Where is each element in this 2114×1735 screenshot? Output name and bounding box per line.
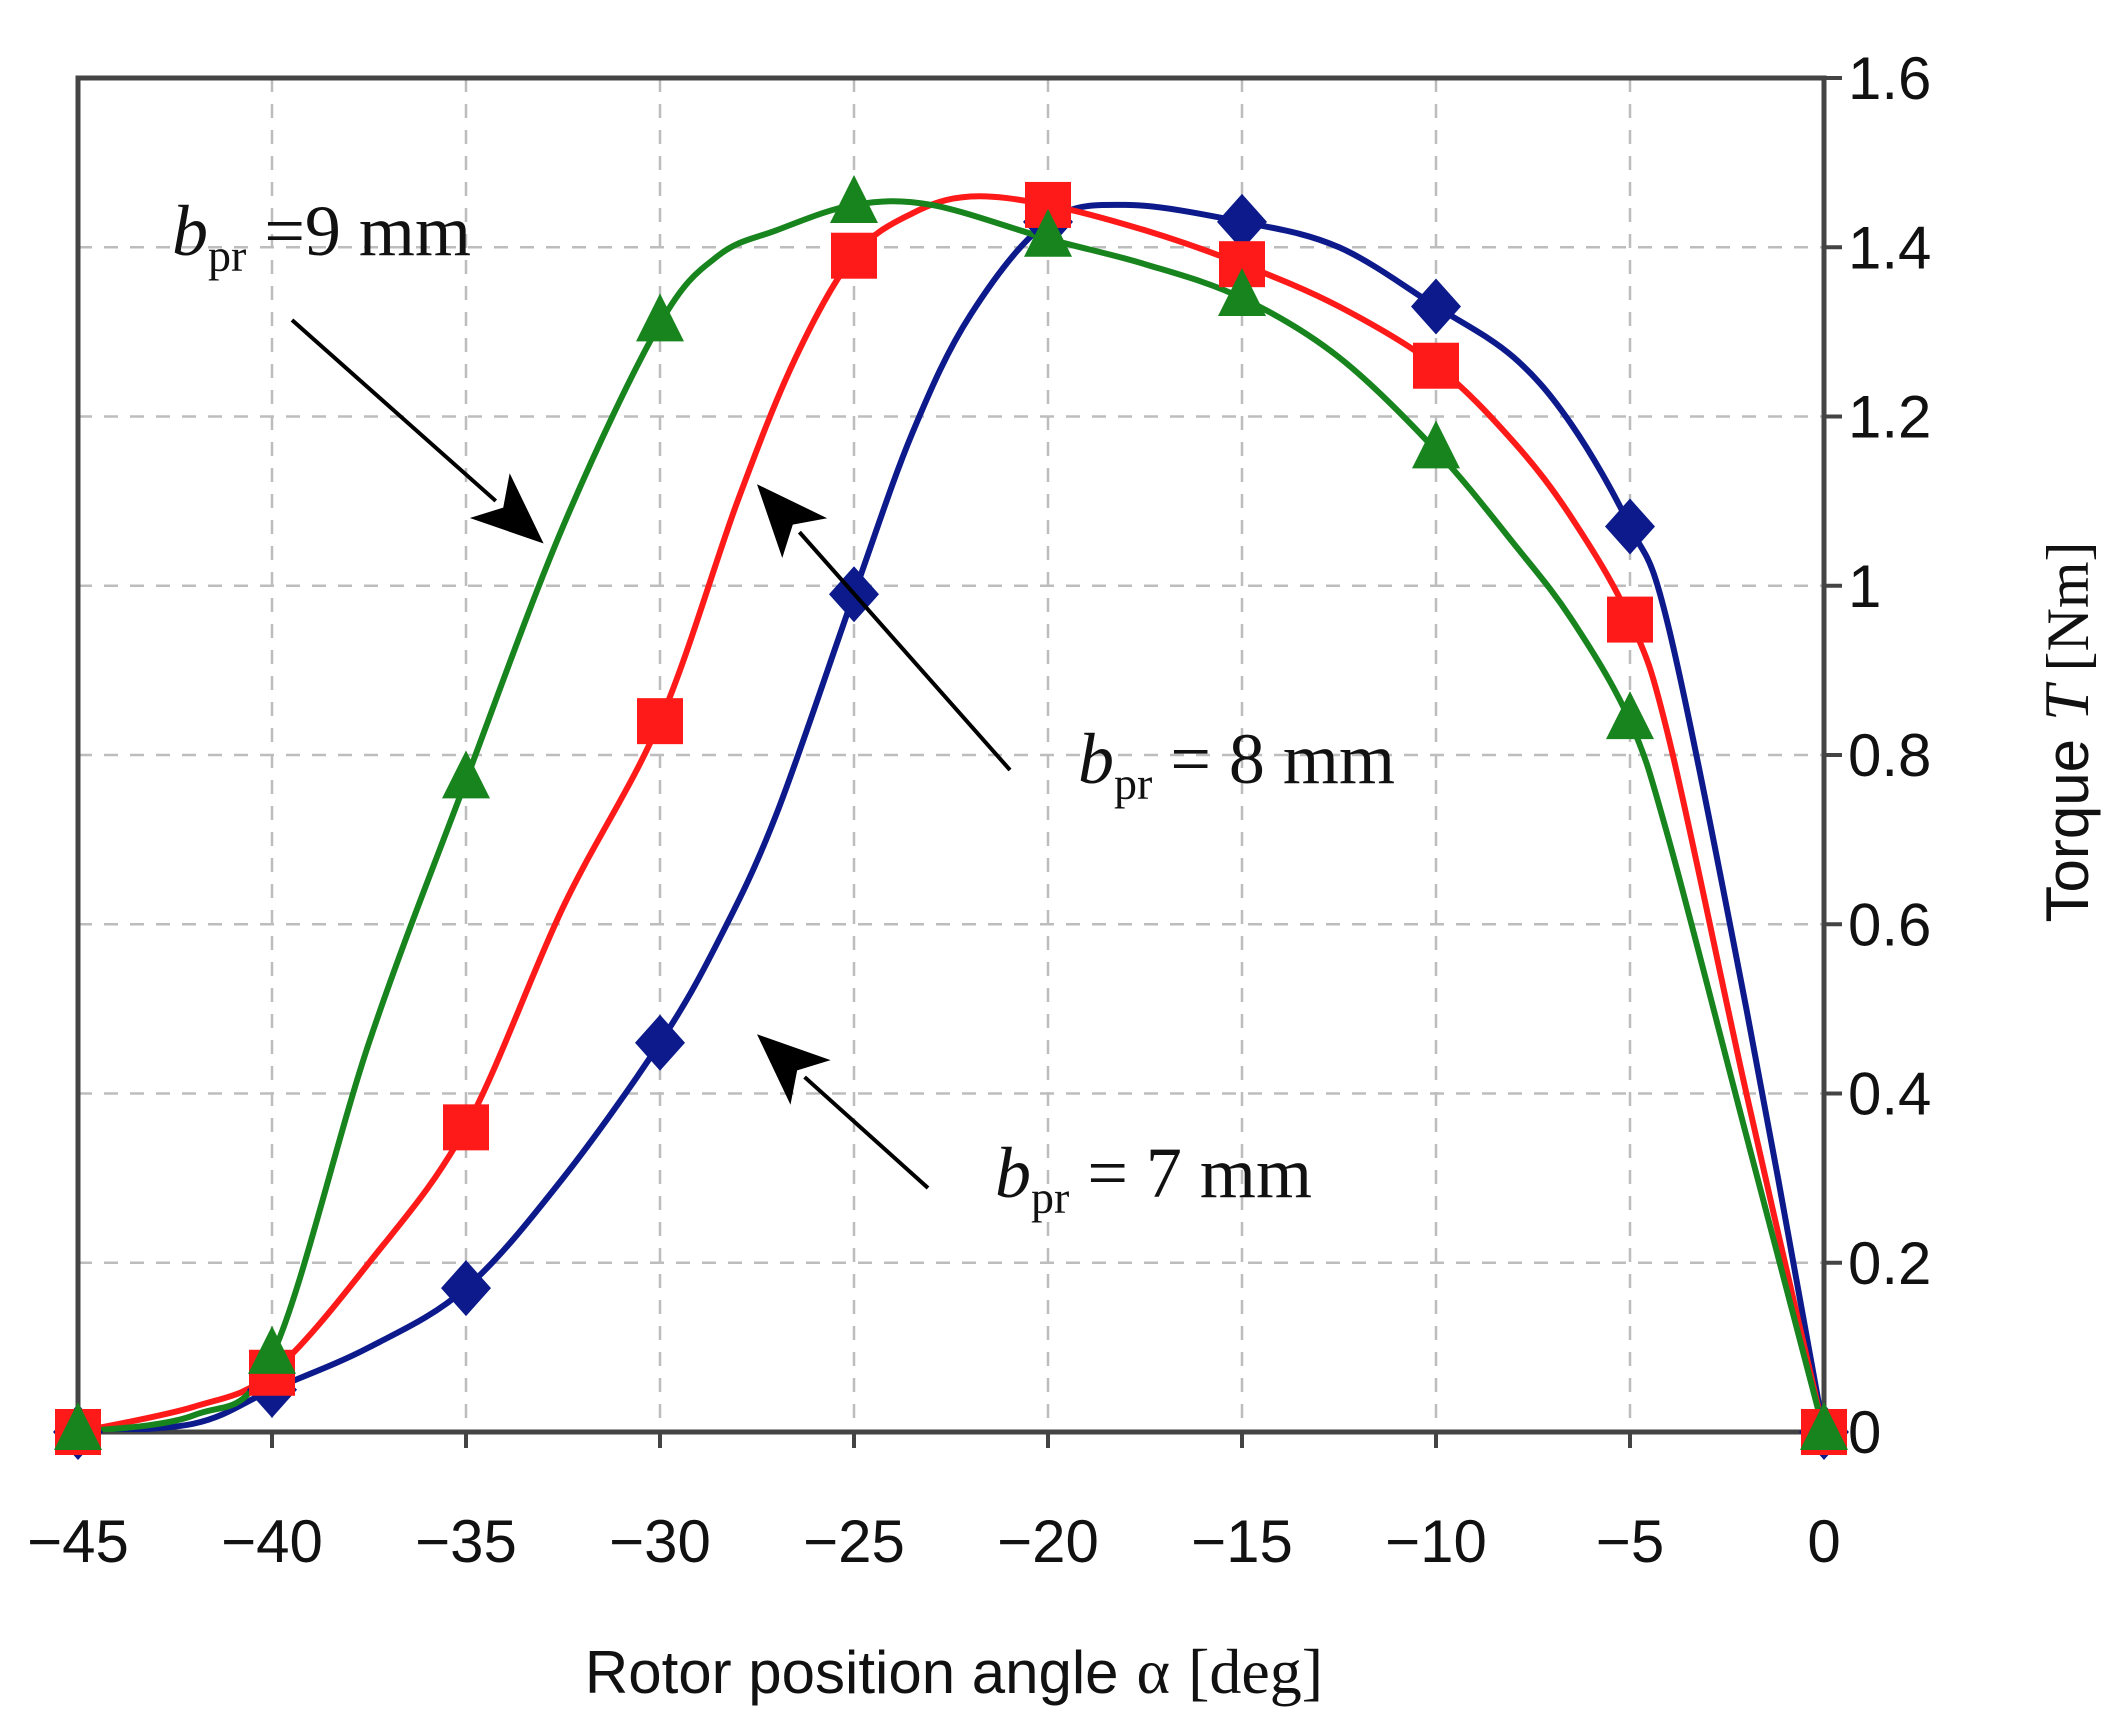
y-tick-label: 0.2 <box>1848 1230 1931 1297</box>
x-axis-symbol: α <box>1137 1636 1171 1707</box>
y-axis-symbol: T <box>2031 681 2102 721</box>
y-tick-label: 1.2 <box>1848 384 1931 451</box>
y-tick-label: 0.6 <box>1848 891 1931 958</box>
annotation-bpr-8: bpr = 8 mm <box>1078 719 1395 809</box>
marker-b-pr-9-mm <box>248 1325 296 1374</box>
arrow-head <box>757 484 828 558</box>
x-tick-label: −5 <box>1596 1508 1664 1575</box>
y-tick-label: 0 <box>1848 1399 1881 1466</box>
annotation-bpr-8-rest: = 8 mm <box>1152 719 1395 799</box>
y-tick-label: 1.4 <box>1848 214 1931 281</box>
x-tick-label: −35 <box>415 1508 517 1575</box>
marker-b-pr-9-mm <box>1024 208 1072 257</box>
annotation-bpr-7-main: b <box>995 1133 1031 1213</box>
marker-b-pr-9-mm <box>54 1402 102 1450</box>
x-tick-label: −30 <box>609 1508 711 1575</box>
x-tick-label: −15 <box>1191 1508 1293 1575</box>
arrow-head <box>469 473 544 544</box>
marker-b-pr-9-mm <box>1412 420 1460 469</box>
marker-b-pr-7-mm <box>635 1014 685 1071</box>
marker-b-pr-9-mm <box>1606 691 1654 740</box>
x-tick-label: −45 <box>27 1508 129 1575</box>
marker-b-pr-9-mm <box>830 174 878 223</box>
x-tick-labels: −45 −40 −35 −30 −25 −20 −15 −10 −5 0 <box>27 1508 1841 1575</box>
y-tick-label: 0.4 <box>1848 1061 1931 1128</box>
series-markers <box>53 174 1849 1460</box>
arrow-head <box>757 1034 831 1105</box>
x-tick-label: −25 <box>803 1508 905 1575</box>
arrow-shaft <box>290 318 498 503</box>
y-axis-title-text: Torque <box>2034 739 2101 922</box>
y-tick-labels: 0 0.2 0.4 0.6 0.8 1 1.2 1.4 1.6 <box>1848 45 1931 1466</box>
x-tick-label: −40 <box>221 1508 323 1575</box>
x-axis-title: Rotor position angle α [deg] <box>585 1636 1323 1707</box>
annotation-bpr-7-rest: = 7 mm <box>1069 1133 1312 1213</box>
marker-b-pr-8-mm <box>831 232 877 279</box>
annotation-bpr-7: bpr = 7 mm <box>995 1133 1312 1223</box>
y-axis-unit: [Nm] <box>2035 541 2101 671</box>
y-tick-label: 1 <box>1848 553 1881 620</box>
marker-b-pr-7-mm <box>1411 278 1461 335</box>
y-tick-label: 0.8 <box>1848 722 1931 789</box>
x-tick-label: −20 <box>997 1508 1099 1575</box>
y-tick-label: 1.6 <box>1848 45 1931 112</box>
annotation-bpr-9-rest: =9 mm <box>246 191 471 271</box>
annotation-bpr-9-main: b <box>172 191 208 271</box>
annotation-arrows <box>290 318 1012 1190</box>
arrow-shaft <box>797 530 1012 772</box>
y-axis-title: Torque T [Nm] <box>2031 541 2102 922</box>
marker-b-pr-7-mm <box>1217 193 1267 250</box>
arrow-shaft <box>803 1075 930 1190</box>
annotation-bpr-9-sub: pr <box>208 230 246 281</box>
annotation-bpr-9: bpr =9 mm <box>172 191 471 281</box>
annotation-bpr-7-sub: pr <box>1031 1172 1069 1223</box>
marker-b-pr-8-mm <box>637 698 683 745</box>
marker-b-pr-9-mm <box>1800 1402 1848 1450</box>
marker-b-pr-7-mm <box>441 1260 491 1317</box>
x-tick-label: −10 <box>1385 1508 1487 1575</box>
marker-b-pr-8-mm <box>1607 596 1653 643</box>
marker-b-pr-9-mm <box>1218 268 1266 317</box>
marker-b-pr-8-mm <box>443 1104 489 1151</box>
annotation-bpr-8-main: b <box>1078 719 1114 799</box>
marker-b-pr-7-mm <box>1605 498 1655 555</box>
x-tick-label: 0 <box>1807 1508 1840 1575</box>
marker-b-pr-9-mm <box>442 750 490 799</box>
annotation-bpr-8-sub: pr <box>1114 758 1152 809</box>
marker-b-pr-9-mm <box>636 293 684 342</box>
x-axis-title-text: Rotor position angle <box>585 1639 1119 1706</box>
x-axis-unit: [deg] <box>1188 1636 1323 1707</box>
marker-b-pr-8-mm <box>1413 342 1459 389</box>
